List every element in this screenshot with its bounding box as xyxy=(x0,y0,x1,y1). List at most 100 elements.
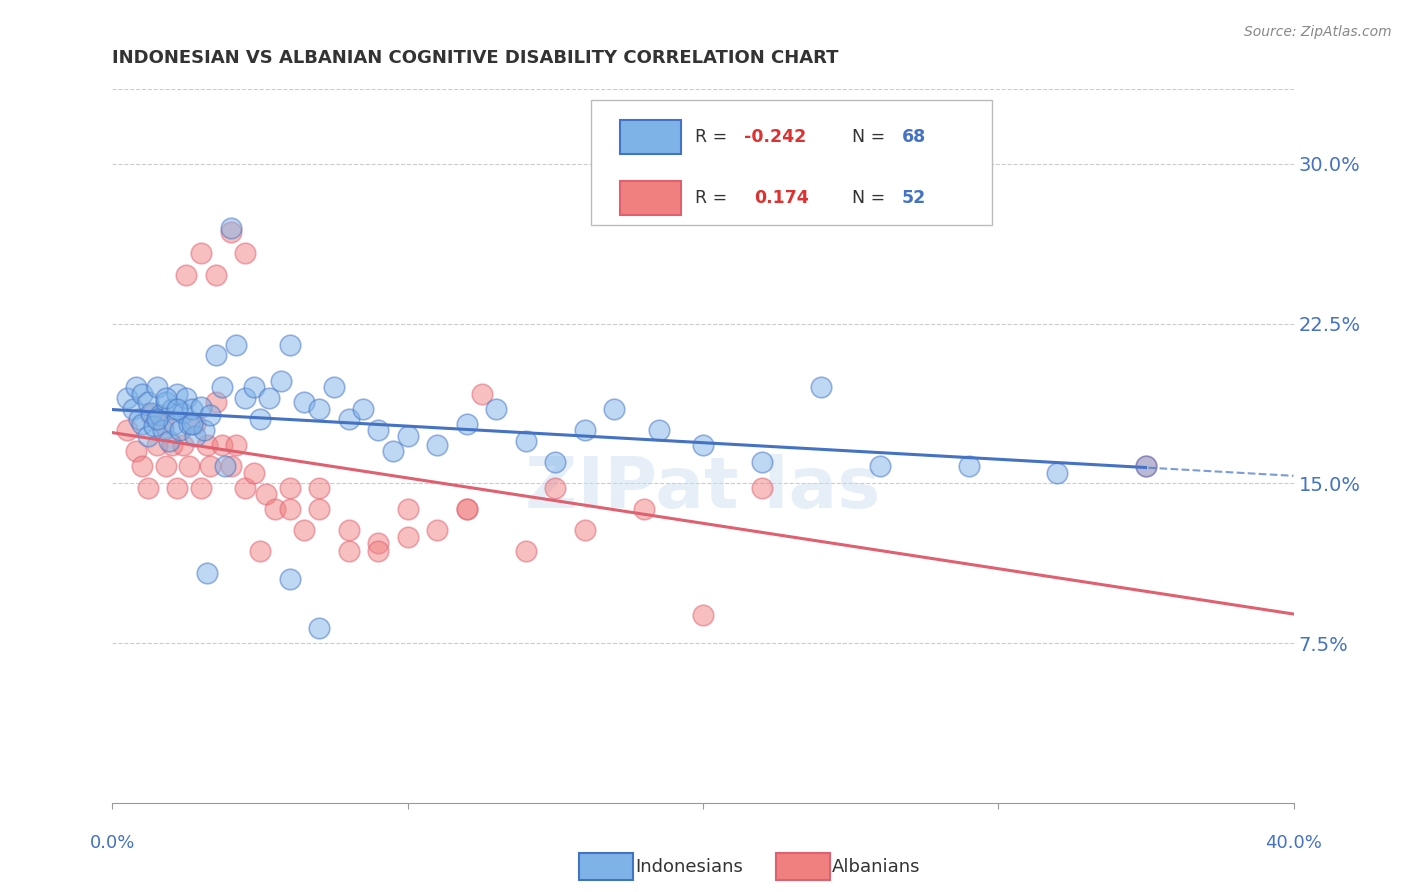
Point xyxy=(139,406,162,420)
Point xyxy=(308,501,330,516)
Point xyxy=(125,380,148,394)
Point xyxy=(264,501,287,516)
Y-axis label: Cognitive Disability: Cognitive Disability xyxy=(0,359,8,533)
Point xyxy=(219,220,242,235)
Point xyxy=(166,386,188,401)
Point xyxy=(117,423,138,437)
Text: Indonesians: Indonesians xyxy=(636,858,744,876)
Text: 68: 68 xyxy=(901,128,925,146)
Point xyxy=(225,338,247,352)
Point xyxy=(470,386,494,401)
Point xyxy=(155,459,177,474)
Point xyxy=(190,400,212,414)
Point xyxy=(152,417,174,431)
Text: Source: ZipAtlas.com: Source: ZipAtlas.com xyxy=(1244,25,1392,39)
Point xyxy=(131,386,153,401)
Point xyxy=(257,391,280,405)
Point xyxy=(157,434,180,448)
Point xyxy=(278,481,301,495)
Point xyxy=(692,438,714,452)
Point xyxy=(249,412,271,426)
Point xyxy=(195,438,218,452)
Point xyxy=(352,401,374,416)
Point xyxy=(292,395,315,409)
Text: R =: R = xyxy=(695,189,733,207)
Point xyxy=(219,459,242,474)
Point xyxy=(219,225,242,239)
Point xyxy=(179,459,201,474)
Point xyxy=(367,544,389,558)
Point xyxy=(426,438,449,452)
Point xyxy=(146,412,169,426)
Point xyxy=(166,401,188,416)
Point xyxy=(160,401,183,416)
Point xyxy=(396,529,419,543)
Point xyxy=(172,438,194,452)
Point xyxy=(233,391,256,405)
Point xyxy=(233,246,256,260)
Point xyxy=(574,423,596,437)
Point xyxy=(751,481,773,495)
Point xyxy=(396,429,419,443)
Point xyxy=(146,438,169,452)
Point xyxy=(633,501,655,516)
Point xyxy=(152,423,174,437)
Point xyxy=(122,401,145,416)
Point xyxy=(184,417,207,431)
Text: ZIPat las: ZIPat las xyxy=(526,454,880,524)
Point xyxy=(184,429,207,443)
Point xyxy=(155,395,177,409)
Point xyxy=(278,501,301,516)
Point xyxy=(225,438,247,452)
Point xyxy=(544,455,567,469)
Point xyxy=(544,481,567,495)
Point xyxy=(146,380,169,394)
Point xyxy=(195,566,218,580)
Text: INDONESIAN VS ALBANIAN COGNITIVE DISABILITY CORRELATION CHART: INDONESIAN VS ALBANIAN COGNITIVE DISABIL… xyxy=(112,49,839,67)
Point xyxy=(169,423,191,437)
Point xyxy=(136,481,159,495)
Point xyxy=(243,380,266,394)
FancyBboxPatch shape xyxy=(620,120,681,154)
Point xyxy=(292,523,315,537)
Text: R =: R = xyxy=(695,128,733,146)
Point xyxy=(142,418,165,433)
Point xyxy=(337,412,360,426)
Point xyxy=(205,268,228,282)
Point xyxy=(603,401,626,416)
Point xyxy=(198,459,221,474)
Point xyxy=(181,401,204,416)
FancyBboxPatch shape xyxy=(591,100,993,225)
Point xyxy=(149,408,172,422)
Text: 0.174: 0.174 xyxy=(754,189,808,207)
Point xyxy=(160,438,183,452)
Point xyxy=(456,417,478,431)
Point xyxy=(136,395,159,409)
Point xyxy=(308,481,330,495)
FancyBboxPatch shape xyxy=(620,180,681,215)
Point xyxy=(131,417,153,431)
Point xyxy=(163,417,186,431)
Point xyxy=(249,544,271,558)
Point xyxy=(278,338,301,352)
Point xyxy=(485,401,508,416)
Point xyxy=(233,481,256,495)
Point xyxy=(426,523,449,537)
Point xyxy=(181,417,204,431)
Point xyxy=(308,621,330,635)
Point xyxy=(139,408,162,422)
Point xyxy=(205,395,228,409)
Point xyxy=(179,417,201,431)
Point xyxy=(125,444,148,458)
Point xyxy=(337,544,360,558)
Point xyxy=(270,374,292,388)
Point xyxy=(1046,466,1069,480)
Point xyxy=(174,391,197,405)
Point xyxy=(751,455,773,469)
Point xyxy=(1135,459,1157,474)
Point xyxy=(190,481,212,495)
Point xyxy=(692,608,714,623)
Point xyxy=(155,391,177,405)
Point xyxy=(205,349,228,363)
Point xyxy=(323,380,346,394)
